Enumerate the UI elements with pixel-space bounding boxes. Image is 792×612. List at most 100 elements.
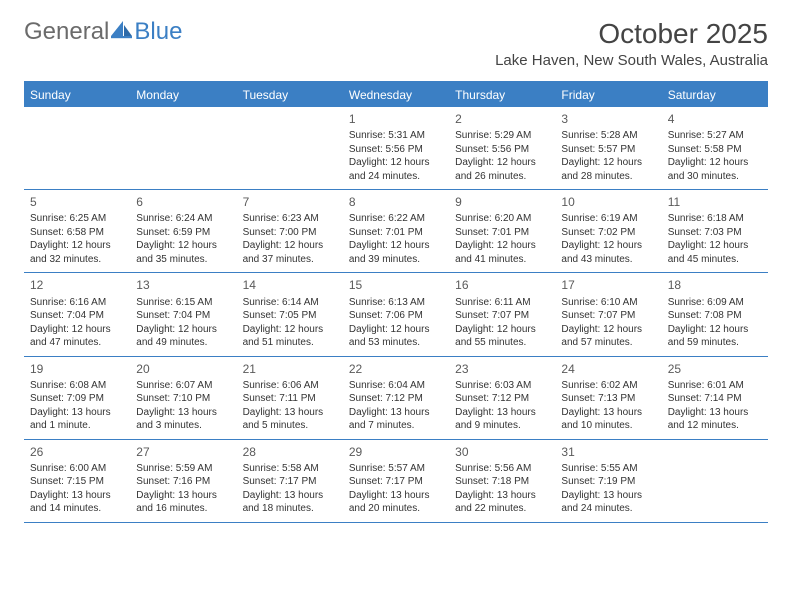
sunset-line: Sunset: 5:56 PM [349,143,443,157]
sunrise-line: Sunrise: 5:55 AM [561,462,655,476]
sunset-line: Sunset: 7:17 PM [243,475,337,489]
day-cell: 20Sunrise: 6:07 AMSunset: 7:10 PMDayligh… [130,357,236,439]
sunset-line: Sunset: 7:06 PM [349,309,443,323]
day-cell: 29Sunrise: 5:57 AMSunset: 7:17 PMDayligh… [343,440,449,522]
sunrise-line: Sunrise: 6:00 AM [30,462,124,476]
sunset-line: Sunset: 7:13 PM [561,392,655,406]
day-number: 26 [30,444,124,460]
header: General Blue October 2025 Lake Haven, Ne… [0,0,792,73]
sunrise-line: Sunrise: 6:08 AM [30,379,124,393]
day-cell: 31Sunrise: 5:55 AMSunset: 7:19 PMDayligh… [555,440,661,522]
day-number: 3 [561,111,655,127]
day-number: 9 [455,194,549,210]
daylight-line: Daylight: 12 hours and 55 minutes. [455,323,549,350]
daylight-line: Daylight: 13 hours and 3 minutes. [136,406,230,433]
day-cell: 23Sunrise: 6:03 AMSunset: 7:12 PMDayligh… [449,357,555,439]
day-cell: 30Sunrise: 5:56 AMSunset: 7:18 PMDayligh… [449,440,555,522]
daylight-line: Daylight: 12 hours and 57 minutes. [561,323,655,350]
weekday-header: Sunday [24,83,130,107]
day-number: 28 [243,444,337,460]
day-cell: 12Sunrise: 6:16 AMSunset: 7:04 PMDayligh… [24,273,130,355]
sail-icon [111,18,133,46]
daylight-line: Daylight: 13 hours and 10 minutes. [561,406,655,433]
sunrise-line: Sunrise: 6:19 AM [561,212,655,226]
day-cell: 6Sunrise: 6:24 AMSunset: 6:59 PMDaylight… [130,190,236,272]
daylight-line: Daylight: 12 hours and 37 minutes. [243,239,337,266]
day-number: 15 [349,277,443,293]
day-number: 22 [349,361,443,377]
sunset-line: Sunset: 5:58 PM [668,143,762,157]
day-number: 29 [349,444,443,460]
day-cell [130,107,236,189]
sunset-line: Sunset: 7:01 PM [455,226,549,240]
daylight-line: Daylight: 12 hours and 45 minutes. [668,239,762,266]
calendar: SundayMondayTuesdayWednesdayThursdayFrid… [24,81,768,523]
daylight-line: Daylight: 12 hours and 39 minutes. [349,239,443,266]
day-number: 17 [561,277,655,293]
day-cell: 13Sunrise: 6:15 AMSunset: 7:04 PMDayligh… [130,273,236,355]
daylight-line: Daylight: 12 hours and 26 minutes. [455,156,549,183]
day-number: 23 [455,361,549,377]
sunrise-line: Sunrise: 6:07 AM [136,379,230,393]
daylight-line: Daylight: 12 hours and 24 minutes. [349,156,443,183]
sunrise-line: Sunrise: 6:09 AM [668,296,762,310]
sunset-line: Sunset: 7:04 PM [30,309,124,323]
day-number: 30 [455,444,549,460]
daylight-line: Daylight: 12 hours and 43 minutes. [561,239,655,266]
day-number: 6 [136,194,230,210]
day-number: 19 [30,361,124,377]
day-cell: 16Sunrise: 6:11 AMSunset: 7:07 PMDayligh… [449,273,555,355]
daylight-line: Daylight: 13 hours and 24 minutes. [561,489,655,516]
daylight-line: Daylight: 12 hours and 41 minutes. [455,239,549,266]
day-cell [24,107,130,189]
day-number: 25 [668,361,762,377]
sunrise-line: Sunrise: 5:57 AM [349,462,443,476]
daylight-line: Daylight: 12 hours and 30 minutes. [668,156,762,183]
daylight-line: Daylight: 12 hours and 51 minutes. [243,323,337,350]
sunset-line: Sunset: 7:00 PM [243,226,337,240]
sunset-line: Sunset: 5:56 PM [455,143,549,157]
day-cell: 9 Sunrise: 6:20 AMSunset: 7:01 PMDaylight… [449,190,555,272]
sunset-line: Sunset: 5:57 PM [561,143,655,157]
sunset-line: Sunset: 7:18 PM [455,475,549,489]
weekday-header: Thursday [449,83,555,107]
sunset-line: Sunset: 7:01 PM [349,226,443,240]
daylight-line: Daylight: 13 hours and 9 minutes. [455,406,549,433]
day-cell: 14Sunrise: 6:14 AMSunset: 7:05 PMDayligh… [237,273,343,355]
month-title: October 2025 [495,18,768,50]
week-row: 26Sunrise: 6:00 AMSunset: 7:15 PMDayligh… [24,440,768,523]
sunrise-line: Sunrise: 6:01 AM [668,379,762,393]
day-number: 11 [668,194,762,210]
sunset-line: Sunset: 7:08 PM [668,309,762,323]
daylight-line: Daylight: 13 hours and 7 minutes. [349,406,443,433]
day-number: 18 [668,277,762,293]
day-cell: 22Sunrise: 6:04 AMSunset: 7:12 PMDayligh… [343,357,449,439]
week-row: 5Sunrise: 6:25 AMSunset: 6:58 PMDaylight… [24,190,768,273]
weekday-header: Monday [130,83,236,107]
weekday-header-row: SundayMondayTuesdayWednesdayThursdayFrid… [24,83,768,107]
daylight-line: Daylight: 13 hours and 22 minutes. [455,489,549,516]
daylight-line: Daylight: 13 hours and 12 minutes. [668,406,762,433]
logo-text-part2: Blue [134,18,182,46]
day-number: 16 [455,277,549,293]
week-row: 1Sunrise: 5:31 AMSunset: 5:56 PMDaylight… [24,107,768,190]
day-number: 31 [561,444,655,460]
day-cell: 8Sunrise: 6:22 AMSunset: 7:01 PMDaylight… [343,190,449,272]
daylight-line: Daylight: 12 hours and 28 minutes. [561,156,655,183]
sunrise-line: Sunrise: 6:14 AM [243,296,337,310]
weekday-header: Saturday [662,83,768,107]
sunrise-line: Sunrise: 6:11 AM [455,296,549,310]
sunset-line: Sunset: 6:59 PM [136,226,230,240]
daylight-line: Daylight: 12 hours and 32 minutes. [30,239,124,266]
sunrise-line: Sunrise: 5:58 AM [243,462,337,476]
sunrise-line: Sunrise: 5:31 AM [349,129,443,143]
sunrise-line: Sunrise: 6:20 AM [455,212,549,226]
sunset-line: Sunset: 7:04 PM [136,309,230,323]
calendar-body: 1Sunrise: 5:31 AMSunset: 5:56 PMDaylight… [24,107,768,523]
location-text: Lake Haven, New South Wales, Australia [495,52,768,69]
sunrise-line: Sunrise: 6:25 AM [30,212,124,226]
daylight-line: Daylight: 13 hours and 14 minutes. [30,489,124,516]
day-cell: 10Sunrise: 6:19 AMSunset: 7:02 PMDayligh… [555,190,661,272]
sunset-line: Sunset: 7:02 PM [561,226,655,240]
sunrise-line: Sunrise: 5:59 AM [136,462,230,476]
